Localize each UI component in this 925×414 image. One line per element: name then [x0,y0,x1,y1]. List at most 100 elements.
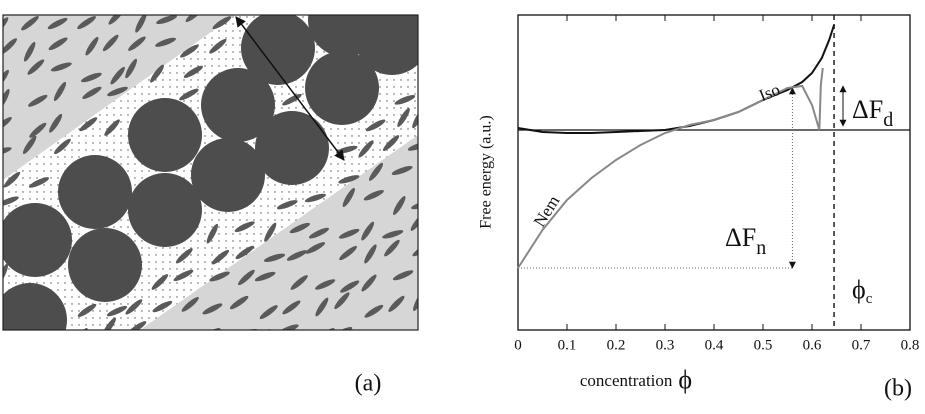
rod [263,253,286,262]
rod [47,17,68,30]
sphere [3,203,72,277]
rod [384,239,400,257]
annotation: ΔFd [852,95,893,131]
schematic-frame [2,14,419,331]
rod [417,276,418,293]
rod [49,113,63,133]
rod [110,66,125,85]
rod [3,116,12,131]
sphere [255,111,329,185]
rod [276,200,298,210]
rod [419,85,441,102]
rod [128,36,146,51]
rod [3,69,9,88]
y-axis-label: Free energy (a.u.) [478,115,495,228]
rod [179,329,201,345]
rod [185,15,203,23]
rod [361,221,375,241]
rod [235,245,255,260]
x-tick-label: 0.2 [607,337,626,353]
rod [183,65,203,78]
rod [369,162,383,181]
rod [388,295,405,312]
critical-label: ϕc [852,275,873,307]
rod [315,297,329,317]
rod [254,271,276,282]
sphere [68,228,142,302]
rod [180,44,199,58]
rod [77,16,96,30]
rod [3,263,9,284]
rod [135,15,147,33]
rod [3,171,21,188]
rod [206,223,219,244]
rod [357,328,379,344]
series-line [517,67,824,269]
rod [417,170,439,186]
rod [412,243,418,257]
sphere [3,283,67,330]
rod [363,190,384,201]
rod [412,108,418,129]
rod [212,16,232,30]
sphere [128,173,202,247]
rod [365,119,386,132]
rod [104,119,120,136]
rod [391,329,407,330]
rod [156,15,178,24]
sphere [128,98,202,172]
rod [106,305,128,317]
rod [29,122,47,138]
rod [418,58,435,79]
rod [3,89,10,109]
critical-symbol: ϕ [852,275,866,304]
rod [393,196,406,216]
rod [364,304,384,318]
annotation-sub: d [883,109,893,131]
rod [264,222,277,242]
rod [340,280,360,293]
rod [81,72,102,83]
rod [179,88,199,101]
rod [382,230,404,239]
annotation: ΔFn [725,223,766,259]
rod [420,3,438,24]
rod [107,86,128,97]
x-tick-label: 0.8 [901,337,920,353]
rod [305,242,326,254]
rod [259,329,271,330]
rod [361,274,377,292]
sphere [58,155,132,229]
rod [413,291,418,311]
rod [28,177,50,188]
rod [407,141,418,151]
rod [238,269,255,286]
rod [229,295,249,310]
rod [21,16,39,31]
rod [125,58,137,79]
sphere [191,138,265,212]
rod [397,108,410,127]
x-axis-label-text: concentration [580,371,673,390]
rod [28,94,48,107]
rod [155,37,176,47]
rod [152,300,173,313]
rod [3,38,18,55]
rod [339,245,357,261]
x-tick-label: 0.4 [705,337,724,353]
rod [338,175,360,184]
rod [211,249,229,265]
rod [278,324,299,330]
rod [24,41,36,62]
rod [151,274,169,290]
rod [53,81,67,102]
rod [338,228,360,239]
rod [289,222,310,234]
rod [79,117,98,132]
panel-label: (a) [355,371,382,397]
rod [181,296,199,312]
rod [173,269,194,282]
rod [175,248,193,264]
x-tick-label: 0.3 [656,337,675,353]
arrow [235,16,345,161]
